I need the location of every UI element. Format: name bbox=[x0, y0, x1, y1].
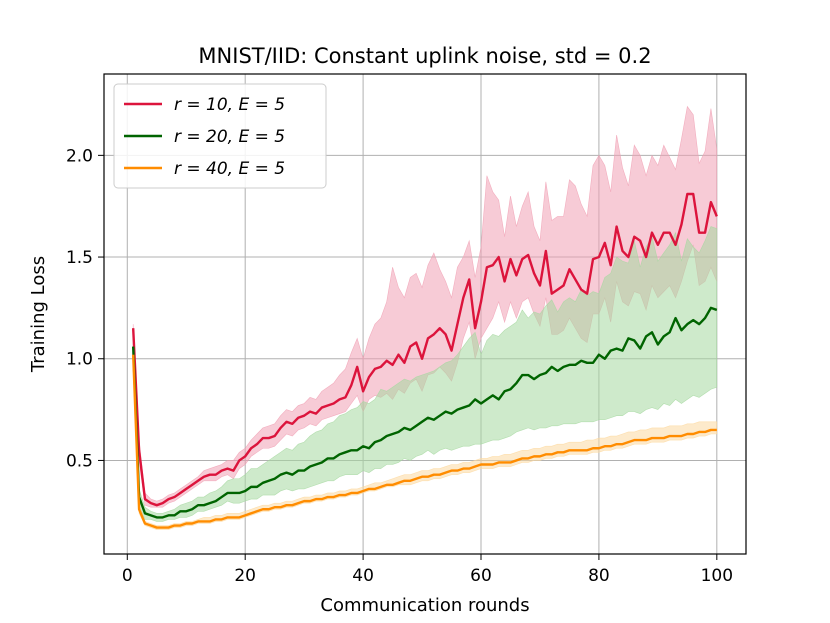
series-lines bbox=[131, 192, 718, 529]
x-axis-label: Communication rounds bbox=[320, 595, 529, 616]
x-tick-label: 40 bbox=[352, 566, 374, 586]
series-line-3 bbox=[131, 354, 717, 529]
y-axis-label: Training Loss bbox=[28, 256, 49, 373]
x-tick-label: 20 bbox=[234, 566, 256, 586]
y-tick-label: 1.5 bbox=[66, 248, 93, 268]
legend-box bbox=[113, 83, 327, 189]
series-band-2 bbox=[132, 226, 718, 522]
chart-title: MNIST/IID: Constant uplink noise, std = … bbox=[198, 44, 651, 68]
series-band-3 bbox=[132, 352, 718, 530]
confidence-bands bbox=[132, 105, 718, 530]
legend-label: r = 10, E = 5 bbox=[174, 95, 285, 115]
x-tick-label: 0 bbox=[122, 566, 133, 586]
legend-label: r = 20, E = 5 bbox=[174, 127, 285, 147]
y-tick-label: 2.0 bbox=[66, 146, 93, 166]
legend-label: r = 40, E = 5 bbox=[174, 159, 285, 179]
axis-ticks: 0 20 40 60 80 100 0.5 1.0 1.5 2.0 bbox=[66, 146, 733, 586]
x-tick-label: 80 bbox=[588, 566, 610, 586]
y-tick-label: 1.0 bbox=[66, 350, 93, 370]
x-tick-label: 100 bbox=[701, 566, 733, 586]
x-tick-label: 60 bbox=[470, 566, 492, 586]
legend: r = 10, E = 5 r = 20, E = 5 r = 40, E = 5 bbox=[113, 83, 327, 189]
y-tick-label: 0.5 bbox=[66, 451, 93, 471]
series-line-2 bbox=[131, 306, 718, 519]
series-line-1 bbox=[131, 192, 718, 507]
plot-frame bbox=[103, 73, 747, 555]
